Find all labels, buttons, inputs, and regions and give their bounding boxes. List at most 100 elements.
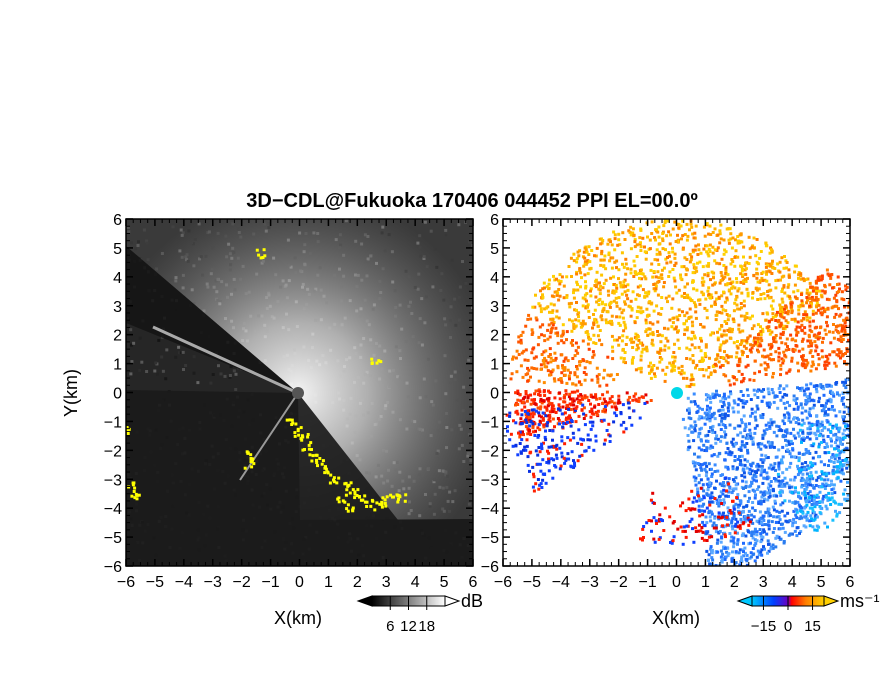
velocity-receding-pixel xyxy=(681,310,684,314)
velocity-approaching-pixel xyxy=(771,530,775,534)
velocity-approaching-pixel xyxy=(808,425,812,429)
velocity-approaching-pixel xyxy=(697,446,701,450)
clutter-pixel xyxy=(328,481,332,485)
velocity-approaching-pixel xyxy=(770,441,774,445)
velocity-receding-pixel xyxy=(688,228,691,232)
velocity-approaching-pixel xyxy=(793,529,797,533)
velocity-receding-pixel xyxy=(743,264,747,268)
velocity-approaching-pixel xyxy=(698,499,702,503)
velocity-approaching-pixel xyxy=(865,456,868,459)
velocity-receding-pixel xyxy=(633,240,637,244)
velocity-receding-pixel xyxy=(734,355,738,359)
velocity-receding-pixel xyxy=(809,339,813,343)
velocity-receding-pixel xyxy=(720,334,724,338)
velocity-receding-pixel xyxy=(748,247,752,251)
velocity-receding-pixel xyxy=(784,311,788,315)
velocity-approaching-pixel xyxy=(762,530,766,534)
velocity-receding-pixel xyxy=(612,291,616,295)
velocity-approaching-pixel xyxy=(781,395,785,399)
reflectivity-speckle xyxy=(196,381,200,385)
velocity-receding-pixel xyxy=(816,337,820,341)
velocity-receding-pixel xyxy=(640,395,644,399)
velocity-receding-pixel xyxy=(779,324,782,328)
velocity-approaching-pixel xyxy=(723,417,727,421)
velocity-approaching-pixel xyxy=(836,460,840,463)
velocity-receding-pixel xyxy=(643,250,647,254)
velocity-receding-pixel xyxy=(791,347,795,351)
clutter-pixel xyxy=(257,253,261,257)
velocity-receding-pixel xyxy=(536,426,540,430)
velocity-approaching-pixel xyxy=(683,426,687,430)
velocity-approaching-pixel xyxy=(759,499,763,503)
velocity-approaching-pixel xyxy=(797,451,801,455)
velocity-receding-pixel xyxy=(674,261,678,265)
clutter-highlight xyxy=(126,248,408,513)
velocity-receding-pixel xyxy=(761,330,765,334)
velocity-receding-pixel xyxy=(793,295,797,299)
velocity-approaching-pixel xyxy=(775,455,779,459)
velocity-approaching-pixel xyxy=(732,505,736,509)
velocity-receding-pixel xyxy=(624,284,627,288)
velocity-receding-pixel xyxy=(600,249,604,253)
velocity-approaching-pixel xyxy=(761,416,765,420)
velocity-approaching-pixel xyxy=(809,519,813,522)
velocity-approaching-pixel xyxy=(768,494,772,498)
clutter-pixel xyxy=(397,497,400,501)
velocity-receding-pixel xyxy=(716,336,720,340)
velocity-approaching-pixel xyxy=(781,479,785,483)
clutter-pixel xyxy=(332,478,335,482)
velocity-approaching-pixel xyxy=(811,456,815,460)
velocity-receding-pixel xyxy=(815,288,818,292)
clutter-pixel xyxy=(324,465,327,469)
velocity-approaching-pixel xyxy=(859,387,862,390)
velocity-approaching-pixel xyxy=(772,515,776,519)
velocity-approaching-pixel xyxy=(759,534,763,538)
clutter-pixel xyxy=(351,506,355,510)
velocity-receding-pixel xyxy=(856,347,859,350)
velocity-approaching-pixel xyxy=(755,533,759,537)
velocity-receding-pixel xyxy=(579,271,583,275)
velocity-approaching-pixel xyxy=(770,445,774,449)
velocity-approaching-pixel xyxy=(807,421,811,425)
velocity-receding-pixel xyxy=(618,401,622,405)
velocity-receding-pixel xyxy=(742,255,745,259)
velocity-receding-pixel xyxy=(699,336,703,340)
velocity-receding-pixel xyxy=(631,227,635,231)
velocity-approaching-pixel xyxy=(797,456,801,460)
velocity-approaching-pixel xyxy=(778,428,782,432)
reflectivity-speckle xyxy=(164,377,168,381)
velocity-approaching-pixel xyxy=(762,388,765,392)
velocity-receding-pixel xyxy=(718,241,722,245)
velocity-approaching-pixel xyxy=(708,515,712,519)
velocity-receding-pixel xyxy=(657,276,661,280)
reflectivity-speckle xyxy=(228,375,232,379)
velocity-receding-pixel xyxy=(662,224,666,228)
velocity-receding-pixel xyxy=(813,340,817,344)
velocity-approaching-pixel xyxy=(796,500,800,504)
velocity-approaching-pixel xyxy=(697,481,701,485)
velocity-approaching-pixel xyxy=(745,442,749,445)
velocity-approaching-pixel xyxy=(702,462,706,466)
velocity-receding-pixel xyxy=(515,370,519,374)
velocity-receding-pixel xyxy=(807,293,811,297)
velocity-receding-pixel xyxy=(594,295,598,299)
velocity-receding-pixel xyxy=(810,295,814,299)
velocity-receding-pixel xyxy=(744,346,748,350)
clutter-pixel xyxy=(300,438,304,442)
velocity-approaching-pixel xyxy=(782,387,786,391)
velocity-approaching-pixel xyxy=(815,437,819,441)
velocity-approaching-pixel xyxy=(806,492,810,495)
velocity-receding-pixel xyxy=(823,310,827,314)
velocity-receding-pixel xyxy=(752,246,756,250)
velocity-approaching-pixel xyxy=(835,423,838,427)
velocity-approaching-pixel xyxy=(766,456,770,459)
velocity-approaching-pixel xyxy=(702,416,706,420)
velocity-approaching-pixel xyxy=(722,400,726,404)
velocity-approaching-pixel xyxy=(756,549,760,553)
velocity-approaching-pixel xyxy=(740,474,744,478)
velocity-receding-pixel xyxy=(759,250,763,253)
velocity-receding-pixel xyxy=(692,236,696,240)
velocity-approaching-pixel xyxy=(736,433,740,437)
velocity-receding-pixel xyxy=(570,275,573,278)
velocity-receding-pixel xyxy=(823,291,827,295)
